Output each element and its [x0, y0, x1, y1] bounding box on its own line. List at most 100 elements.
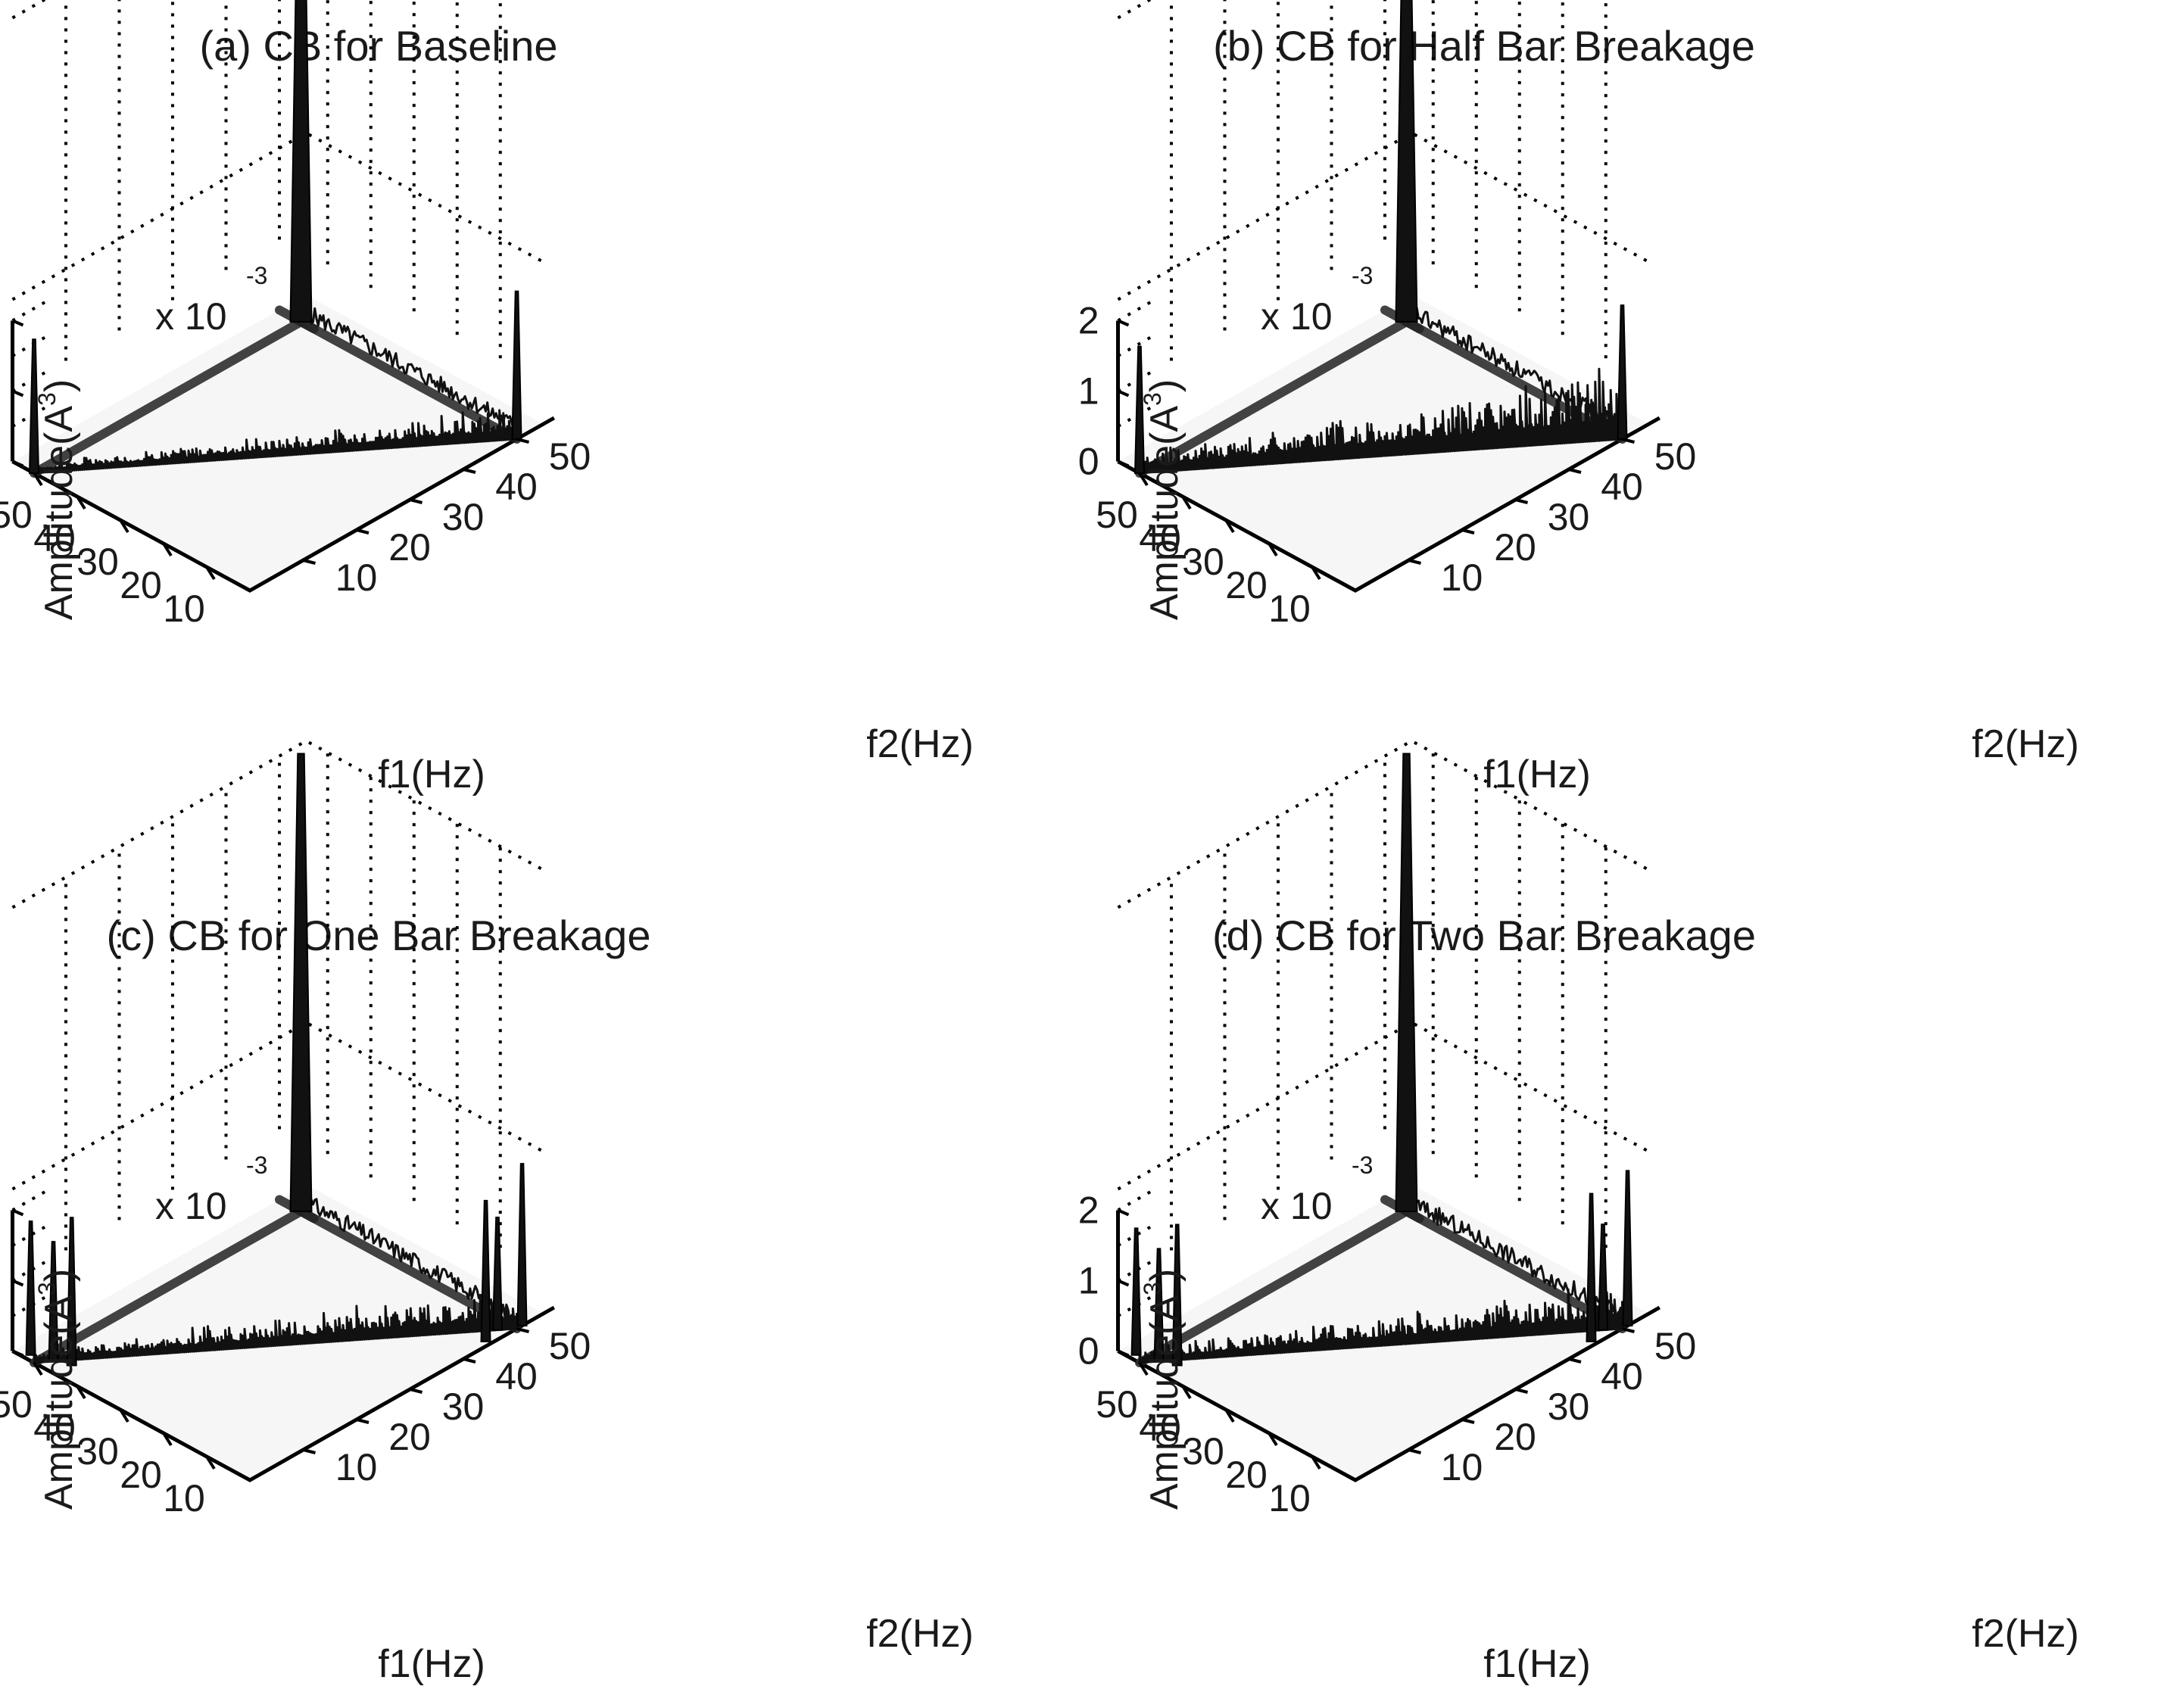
- z-axis-label-text: Amplitude(A3): [33, 379, 81, 620]
- f1-tick-label: 10: [1268, 588, 1311, 630]
- z-scale-label: x 10: [155, 295, 227, 338]
- z-label-sup: 3: [33, 1282, 61, 1295]
- base-axes: [11, 1305, 556, 1482]
- peak-4: [1586, 1192, 1597, 1342]
- z-scale-exponent: -3: [1352, 1152, 1373, 1179]
- z-tick: [11, 319, 24, 327]
- back-wall-top: [11, 0, 48, 20]
- panel-b: (b) CB for Half Bar Breakage012504030201…: [1078, 0, 2079, 796]
- f2-tick-label: 50: [549, 435, 591, 478]
- z-axis-label-text: Amplitude(A3): [33, 1269, 81, 1510]
- f2-tick-label: 30: [1548, 1385, 1590, 1428]
- z-tick: [1117, 1208, 1130, 1217]
- f2-tick-label: 20: [388, 1416, 431, 1458]
- side-ridge: [300, 1196, 518, 1325]
- grid-line-left: [11, 299, 49, 323]
- peak-0: [1395, 0, 1418, 323]
- f1-tick-label: 50: [0, 1383, 33, 1426]
- f2-tick: [1461, 528, 1475, 535]
- z-label-close: ): [37, 1269, 81, 1282]
- f1-tick: [1268, 542, 1278, 557]
- peak-0: [289, 753, 313, 1212]
- side-ridge: [300, 302, 518, 432]
- diagonal-ridge: [1138, 367, 1623, 475]
- f1-tick: [119, 1408, 129, 1423]
- f2-tick: [1622, 1327, 1635, 1333]
- back-wall-top: [1117, 0, 1153, 20]
- z-tick-label: 0: [1078, 1330, 1099, 1373]
- f2-tick-label: 30: [442, 496, 485, 538]
- z-tick-label: 2: [1078, 1189, 1099, 1232]
- f2-axis-label: f2(Hz): [1972, 722, 2079, 766]
- peak-2: [511, 290, 522, 440]
- diagonal-ridge: [1138, 1285, 1623, 1364]
- f1-tick: [1224, 1408, 1235, 1423]
- z-tick: [1117, 319, 1130, 327]
- f2-tick-label: 20: [1494, 1416, 1536, 1458]
- peak-0: [1395, 753, 1418, 1212]
- f1-tick: [1138, 472, 1149, 487]
- base-axes: [1117, 416, 1661, 593]
- floor-plane: [12, 295, 544, 591]
- f1-axis-label: f1(Hz): [378, 753, 485, 796]
- f2-tick: [303, 559, 316, 565]
- f2-axis-label: f2(Hz): [866, 722, 974, 766]
- peak-3: [66, 1217, 77, 1367]
- panel-d: (d) CB for Two Bar Breakage0125040302010…: [1078, 739, 2079, 1686]
- f2-tick-label: 50: [1654, 435, 1697, 478]
- side-ridge: [1405, 301, 1623, 434]
- f2-tick: [463, 1357, 476, 1364]
- f1-tick-label: 30: [76, 541, 119, 583]
- side-ridge: [1405, 1190, 1623, 1323]
- f2-tick: [410, 1388, 423, 1394]
- f1-tick: [119, 519, 129, 534]
- f2-tick: [463, 468, 476, 474]
- z-tick: [11, 460, 24, 468]
- z-tick: [11, 1208, 24, 1217]
- z-tick: [1117, 389, 1130, 397]
- f2-tick: [1408, 559, 1421, 565]
- peak-3: [1171, 1223, 1183, 1367]
- f1-tick-label: 50: [0, 494, 33, 536]
- f2-tick: [410, 498, 423, 504]
- f2-tick: [1408, 1448, 1421, 1454]
- f1-tick-label: 50: [1096, 494, 1138, 536]
- z-axis-label: Amplitude(A3): [1139, 1269, 1187, 1510]
- f1-tick-label: 30: [1182, 541, 1224, 583]
- peak-6: [516, 1163, 528, 1326]
- grid-line-left: [1117, 1189, 1155, 1212]
- f2-tick-label: 40: [1601, 1355, 1643, 1398]
- f2-tick: [516, 1327, 529, 1333]
- z-label-close: ): [1143, 1269, 1187, 1282]
- z-label-sup: 3: [1139, 1282, 1166, 1295]
- f2-tick: [1515, 1388, 1528, 1394]
- f1-tick-label: 30: [1182, 1430, 1224, 1473]
- panel-title: (c) CB for One Bar Breakage: [107, 912, 651, 959]
- z-scale-label: x 10: [1261, 1185, 1333, 1227]
- f2-tick-label: 30: [1548, 496, 1590, 538]
- f1-tick: [1268, 1432, 1278, 1447]
- z-label-sup: 3: [1139, 392, 1166, 406]
- z-label-close: ): [37, 379, 81, 392]
- z-label-main: Amplitude(A: [37, 406, 81, 621]
- f1-tick-label: 40: [33, 1407, 76, 1449]
- z-tick: [11, 1279, 24, 1287]
- panel-title: (b) CB for Half Bar Breakage: [1213, 22, 1755, 70]
- f1-tick: [76, 495, 86, 510]
- f2-tick-label: 10: [1441, 556, 1483, 599]
- f2-tick: [1622, 438, 1635, 444]
- z-tick: [11, 1349, 24, 1357]
- peak-4: [480, 1199, 491, 1342]
- peak-1: [1130, 1227, 1142, 1356]
- z-tick: [1117, 1279, 1130, 1287]
- f1-tick-label: 10: [163, 1477, 205, 1519]
- panel-a: (a) CB for Baseline012504030201010203040…: [0, 0, 974, 796]
- f1-tick: [162, 542, 173, 557]
- f1-tick-label: 40: [1139, 1407, 1181, 1449]
- trace-f2: [1402, 1207, 1627, 1333]
- z-tick: [11, 389, 24, 397]
- peak-0: [289, 0, 313, 323]
- peak-2: [1617, 304, 1628, 440]
- f1-tick-label: 20: [1225, 1454, 1268, 1496]
- peak-2: [48, 1241, 59, 1363]
